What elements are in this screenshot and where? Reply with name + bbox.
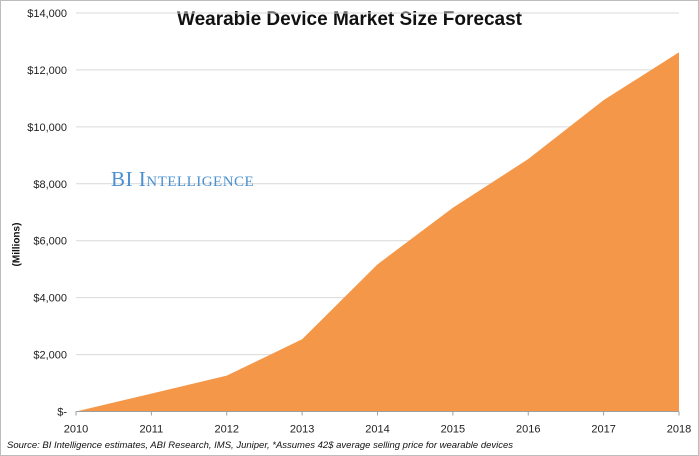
x-tick-label: 2018 <box>667 424 691 436</box>
chart-title: Wearable Device Market Size Forecast <box>177 9 522 30</box>
watermark-logo: BI Intelligence <box>111 167 255 191</box>
y-tick-label: $2,000 <box>33 350 67 362</box>
y-tick-label: $6,000 <box>33 236 67 248</box>
y-tick-label: $4,000 <box>33 293 67 305</box>
x-tick-label: 2015 <box>441 424 465 436</box>
y-tick-label: $12,000 <box>27 65 67 77</box>
x-tick-label: 2011 <box>140 424 164 436</box>
x-tick-label: 2013 <box>290 424 314 436</box>
y-tick-label: $14,000 <box>27 8 67 20</box>
y-tick-label: $8,000 <box>33 179 67 191</box>
x-tick-label: 2010 <box>64 424 88 436</box>
area-series <box>76 52 679 412</box>
y-tick-label: $10,000 <box>27 122 67 134</box>
x-tick-label: 2017 <box>591 424 615 436</box>
source-note: Source: BI Intelligence estimates, ABI R… <box>7 440 514 451</box>
x-tick-label: 2016 <box>516 424 540 436</box>
y-tick-label: $- <box>57 407 67 419</box>
x-tick-label: 2014 <box>365 424 389 436</box>
x-tick-label: 2012 <box>215 424 239 436</box>
